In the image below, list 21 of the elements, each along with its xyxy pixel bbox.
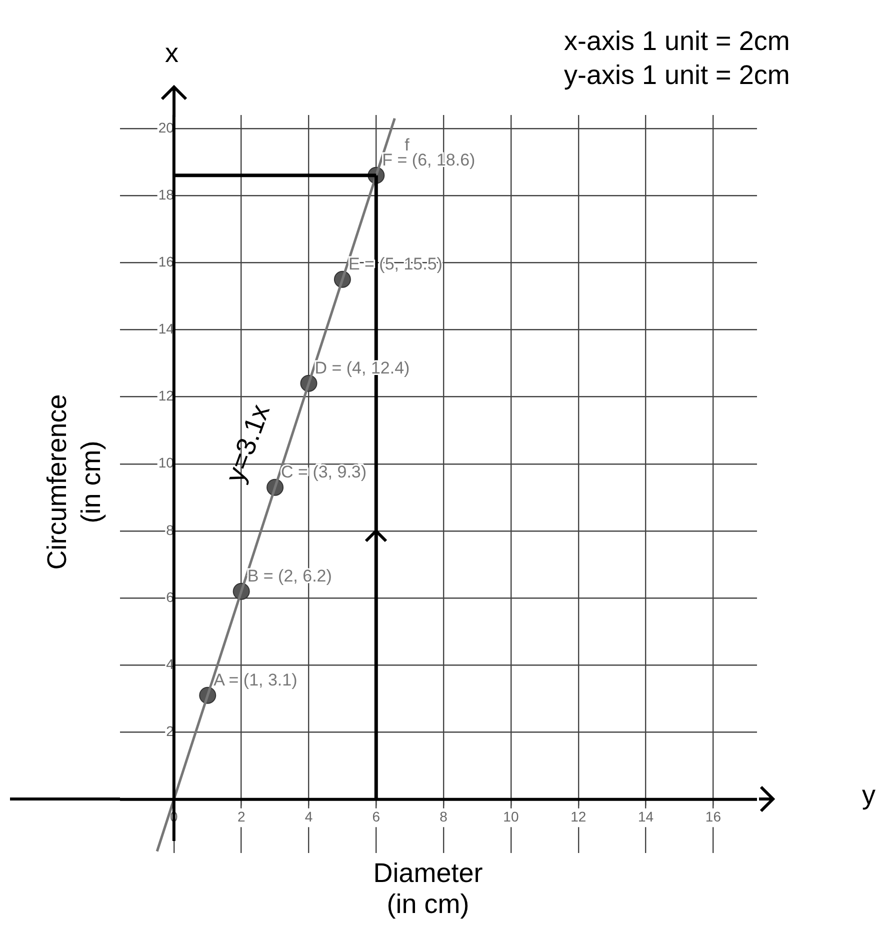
text: x-axis 1 unit = 2cm (564, 26, 790, 57)
x-tick-label: 10 (503, 808, 519, 825)
x-tick-label: 2 (237, 808, 246, 825)
x-tick-label: 4 (304, 808, 313, 825)
x-tick-label: 8 (440, 808, 448, 825)
y-tick-label: 14 (158, 320, 174, 337)
text: y (862, 780, 876, 811)
x-axis-title: Diameter (in cm) (372, 858, 484, 920)
x-tick-label: 12 (570, 808, 586, 825)
text: x (165, 38, 178, 69)
annotation: C = (3, 9.3) (281, 462, 367, 482)
y-tick-label: 4 (166, 656, 174, 672)
text: y-axis 1 unit = 2cm (564, 60, 790, 91)
x-tick-label: 6 (372, 808, 380, 825)
y-tick-label: 12 (158, 388, 174, 404)
series-label: f (404, 136, 410, 155)
x-tick-label: 14 (638, 808, 654, 825)
y-axis-title: Circumference (in cm) (41, 393, 107, 572)
x-tick-label: 16 (705, 808, 722, 825)
annotation: y=3.1x (220, 400, 276, 487)
annotation: A = (1, 3.1) (214, 670, 298, 690)
